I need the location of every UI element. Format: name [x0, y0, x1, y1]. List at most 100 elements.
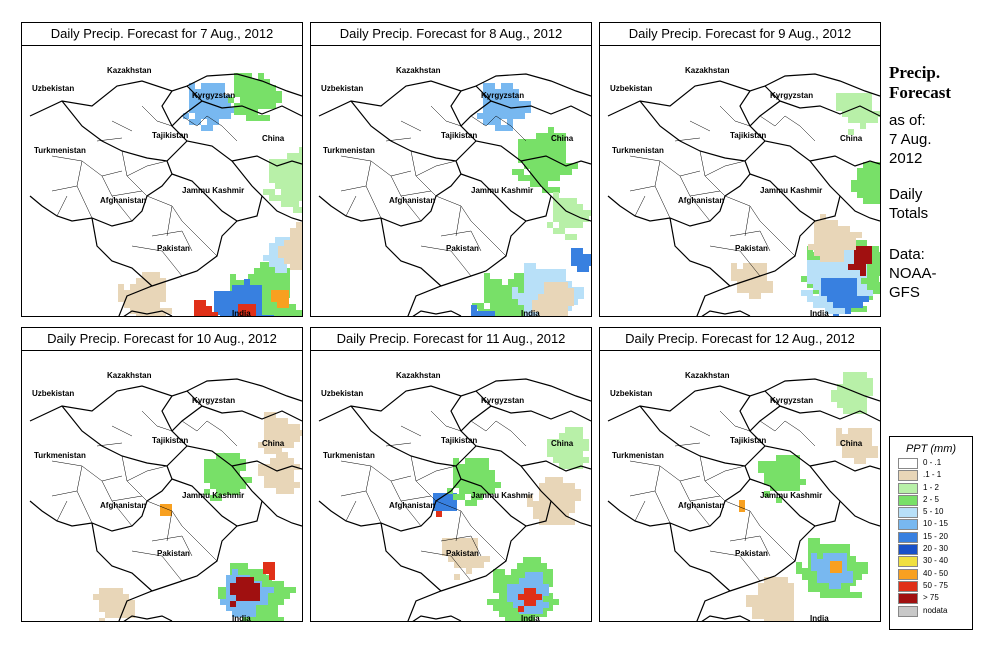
legend-swatch: [898, 605, 918, 617]
country-border: [779, 100, 880, 117]
legend-item: 40 - 50: [890, 568, 972, 580]
province-border: [774, 115, 801, 127]
map-label-kazakhstan: Kazakhstan: [107, 66, 152, 75]
map-label-kyrgyzstan: Kyrgyzstan: [481, 396, 525, 405]
precip-patch: [836, 93, 880, 135]
map-label-kyrgyzstan: Kyrgyzstan: [192, 396, 236, 405]
province-border: [385, 442, 412, 447]
legend-label: > 75: [923, 593, 939, 603]
precip-patch: [808, 214, 862, 262]
map-label-india: India: [810, 614, 829, 621]
province-border: [340, 490, 367, 497]
country-border: [450, 90, 462, 127]
country-border: [749, 478, 816, 527]
data-source-line: NOAA-: [889, 265, 937, 282]
map-canvas: [29, 73, 302, 316]
province-border: [629, 460, 701, 482]
legend-swatch: [898, 556, 918, 568]
province-border: [719, 105, 751, 127]
country-border: [809, 155, 880, 167]
country-border: [318, 80, 552, 316]
province-border: [181, 420, 198, 432]
side-title-line: Forecast: [889, 83, 951, 102]
map-label-india: India: [521, 614, 540, 621]
province-border: [470, 420, 487, 432]
precip-patch: [228, 73, 282, 121]
country-border: [607, 140, 766, 227]
map-label-afghanistan: Afghanistan: [678, 501, 725, 510]
legend-label: .1 - 1: [923, 470, 942, 480]
precip-patch: [436, 511, 442, 517]
country-border: [669, 522, 731, 592]
map-label-tajikistan: Tajikistan: [152, 131, 189, 140]
legend-swatch: [898, 482, 918, 494]
province-border: [435, 195, 472, 222]
province-border: [674, 442, 701, 447]
country-border: [161, 90, 173, 127]
side-title-line: Precip.: [889, 63, 941, 82]
country-border: [450, 395, 462, 432]
map-label-uzbekistan: Uzbekistan: [32, 389, 75, 398]
map-label-india: India: [810, 309, 829, 316]
map-label-tajikistan: Tajikistan: [730, 131, 767, 140]
forecast-panel-6: Daily Precip. Forecast for 12 Aug., 2012…: [599, 327, 881, 622]
province-border: [141, 410, 173, 432]
precip-patch: [836, 428, 878, 464]
map-label-uzbekistan: Uzbekistan: [32, 84, 75, 93]
country-border: [749, 173, 816, 222]
country-border: [380, 522, 442, 592]
province-border: [400, 190, 432, 197]
country-border: [739, 395, 751, 432]
country-border: [29, 80, 263, 316]
panel-title: Daily Precip. Forecast for 12 Aug., 2012: [600, 328, 880, 351]
province-border: [485, 115, 512, 127]
country-border: [161, 395, 173, 432]
country-border: [475, 378, 591, 402]
precip-patch: [263, 147, 302, 213]
province-border: [166, 510, 173, 542]
country-border: [350, 405, 457, 467]
map-label-kazakhstan: Kazakhstan: [685, 371, 730, 380]
province-border: [196, 420, 223, 432]
legend-item: .1 - 1: [890, 469, 972, 482]
map-label-turkmenistan: Turkmenistan: [34, 146, 86, 155]
country-border: [607, 80, 841, 316]
province-border: [151, 535, 193, 557]
panel-title: Daily Precip. Forecast for 7 Aug., 2012: [22, 23, 302, 46]
country-border: [412, 615, 462, 621]
map-label-pakistan: Pakistan: [735, 549, 768, 558]
country-border: [764, 378, 880, 402]
province-border: [151, 230, 193, 252]
province-border: [709, 245, 761, 277]
precip-patch: [238, 304, 256, 316]
province-border: [634, 500, 646, 522]
as-of-line: 2012: [889, 150, 923, 167]
precip-patch: [447, 458, 501, 506]
forecast-panel-1: Daily Precip. Forecast for 7 Aug., 2012 …: [21, 22, 303, 317]
data-source-text: Data: NOAA- GFS: [889, 245, 937, 302]
precip-map: Kazakhstan Uzbekistan Kyrgyzstan Tajikistan…: [600, 46, 880, 316]
totals-line: Totals: [889, 205, 929, 222]
map-canvas: [318, 378, 591, 621]
province-border: [415, 160, 457, 177]
side-title: Precip. Forecast: [889, 63, 951, 103]
province-border: [430, 410, 462, 432]
country-border: [91, 522, 153, 592]
province-border: [699, 455, 726, 502]
province-border: [141, 105, 173, 127]
province-border: [470, 525, 507, 562]
forecast-panel-5: Daily Precip. Forecast for 11 Aug., 2012…: [310, 327, 592, 622]
country-border: [201, 405, 302, 422]
province-border: [759, 420, 776, 432]
map-label-tajikistan: Tajikistan: [152, 436, 189, 445]
map-label-china: China: [262, 439, 285, 448]
legend-swatch: [898, 580, 918, 592]
province-border: [629, 155, 701, 177]
data-source-line: Data:: [889, 246, 925, 263]
province-border: [455, 205, 462, 237]
precip-patch: [230, 577, 260, 607]
precip-map: Kazakhstan Uzbekistan Kyrgyzstan Tajikistan…: [600, 351, 880, 621]
province-border: [196, 115, 223, 127]
country-border: [764, 73, 880, 97]
province-border: [704, 160, 746, 177]
